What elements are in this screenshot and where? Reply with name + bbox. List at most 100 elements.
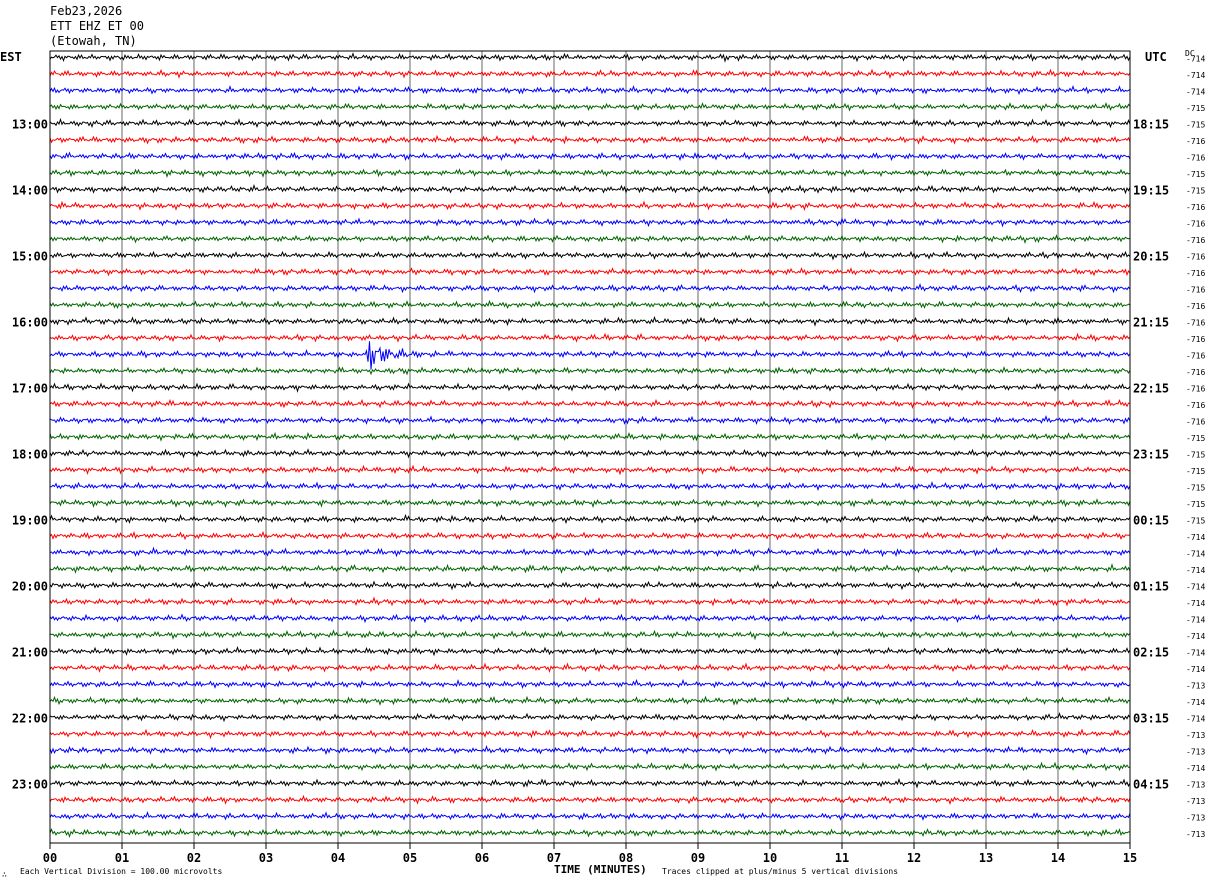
dc-offset-label: -714	[1186, 549, 1205, 558]
seismic-trace	[49, 299, 1131, 310]
x-tick-label: 11	[835, 851, 849, 865]
dc-offset-label: -716	[1186, 285, 1205, 294]
hour-label-utc: 03:15	[1133, 711, 1169, 725]
x-tick-label: 04	[331, 851, 345, 865]
dc-offset-label: -714	[1186, 54, 1205, 63]
x-tick-label: 00	[43, 851, 57, 865]
dc-offset-label: -715	[1186, 516, 1205, 525]
hour-label-utc: 00:15	[1133, 513, 1169, 527]
seismic-trace	[49, 728, 1131, 740]
left-zone-label: EST	[0, 50, 22, 64]
dc-offset-label: -716	[1186, 153, 1205, 162]
dc-offset-label: -714	[1186, 714, 1205, 723]
seismic-trace	[49, 629, 1131, 641]
seismic-trace	[49, 811, 1131, 821]
dc-offset-label: -715	[1186, 500, 1205, 509]
seismic-trace	[49, 596, 1131, 607]
seismic-trace	[49, 234, 1131, 245]
dc-offset-label: -716	[1186, 137, 1205, 146]
seismic-trace	[49, 464, 1131, 476]
x-tick-label: 02	[187, 851, 201, 865]
seismic-trace	[49, 184, 1131, 195]
x-tick-label: 10	[763, 851, 777, 865]
dc-offset-label: -716	[1186, 203, 1205, 212]
dc-offset-label: -714	[1186, 533, 1205, 542]
seismic-trace	[49, 68, 1131, 80]
seismic-trace	[49, 431, 1131, 442]
x-tick-label: 14	[1051, 851, 1065, 865]
seismic-trace	[49, 712, 1131, 723]
seismic-trace	[49, 267, 1131, 277]
dc-offset-label: -716	[1186, 417, 1205, 426]
dc-offset-label: -713	[1186, 830, 1205, 839]
scale-note: Each Vertical Division = 100.00 microvol…	[20, 867, 223, 876]
seismic-trace	[49, 200, 1131, 212]
dc-offset-label: -714	[1186, 87, 1205, 96]
seismic-trace	[49, 365, 1131, 376]
hour-label-est: 18:00	[12, 447, 48, 461]
seismic-trace	[49, 102, 1131, 112]
hour-label-utc: 22:15	[1133, 381, 1169, 395]
dc-offset-label: -714	[1186, 665, 1205, 674]
seismic-trace	[49, 382, 1131, 393]
hour-label-utc: 20:15	[1133, 249, 1169, 263]
dc-offset-label: -713	[1186, 813, 1205, 822]
seismic-trace	[49, 827, 1130, 839]
hour-label-utc: 18:15	[1133, 117, 1169, 131]
seismic-trace	[49, 744, 1131, 756]
seismic-trace	[49, 52, 1131, 63]
dc-offset-label: -715	[1186, 120, 1205, 129]
seismic-trace	[49, 332, 1131, 343]
hour-label-est: 16:00	[12, 315, 48, 329]
dc-offset-label: -713	[1186, 780, 1205, 789]
seismic-trace	[49, 341, 1131, 370]
hour-label-est: 14:00	[12, 183, 48, 197]
seismic-trace	[49, 217, 1131, 228]
hour-label-utc: 19:15	[1133, 183, 1169, 197]
dc-offset-label: -715	[1186, 186, 1205, 195]
seismic-trace	[49, 761, 1131, 772]
hour-label-est: 13:00	[12, 117, 48, 131]
dc-offset-label: -716	[1186, 351, 1205, 360]
seismic-trace	[49, 662, 1131, 673]
traces	[49, 52, 1131, 839]
dc-offset-label: -715	[1186, 104, 1205, 113]
seismic-trace	[49, 530, 1131, 541]
seismic-trace	[49, 480, 1131, 492]
seismic-trace	[49, 448, 1131, 459]
x-tick-label: 12	[907, 851, 921, 865]
x-tick-label: 06	[475, 851, 489, 865]
dc-offset-label: -714	[1186, 648, 1205, 657]
dc-offset-label: -716	[1186, 302, 1205, 311]
dc-offset-label: -713	[1186, 747, 1205, 756]
seismic-trace	[49, 117, 1131, 129]
hour-label-est: 15:00	[12, 249, 48, 263]
dc-offset-label: -714	[1186, 615, 1205, 624]
header-location: (Etowah, TN)	[50, 34, 137, 48]
hour-label-utc: 01:15	[1133, 579, 1169, 593]
dc-offset-label: -714	[1186, 764, 1205, 773]
x-tick-label: 07	[547, 851, 561, 865]
dc-offset-label: -716	[1186, 318, 1205, 327]
seismic-trace	[49, 794, 1131, 806]
x-tick-label: 15	[1123, 851, 1137, 865]
grid	[49, 51, 1131, 849]
seismic-trace	[49, 398, 1131, 410]
dc-offset-label: -716	[1186, 335, 1205, 344]
dc-offset-label: -715	[1186, 450, 1205, 459]
plot-frame	[49, 50, 1131, 844]
seismic-trace	[49, 613, 1131, 624]
corner-mark: ∴	[2, 870, 7, 879]
hour-label-utc: 04:15	[1133, 777, 1169, 791]
seismic-trace	[49, 282, 1131, 294]
dc-offset-label: -714	[1186, 71, 1205, 80]
seismic-trace	[49, 168, 1131, 179]
x-tick-label: 09	[691, 851, 705, 865]
hour-label-utc: 21:15	[1133, 315, 1169, 329]
header-date: Feb23,2026	[50, 4, 123, 18]
hour-label-est: 20:00	[12, 579, 48, 593]
x-tick-label: 03	[259, 851, 273, 865]
dc-offset-label: -713	[1186, 681, 1205, 690]
hour-label-utc: 23:15	[1133, 447, 1169, 461]
